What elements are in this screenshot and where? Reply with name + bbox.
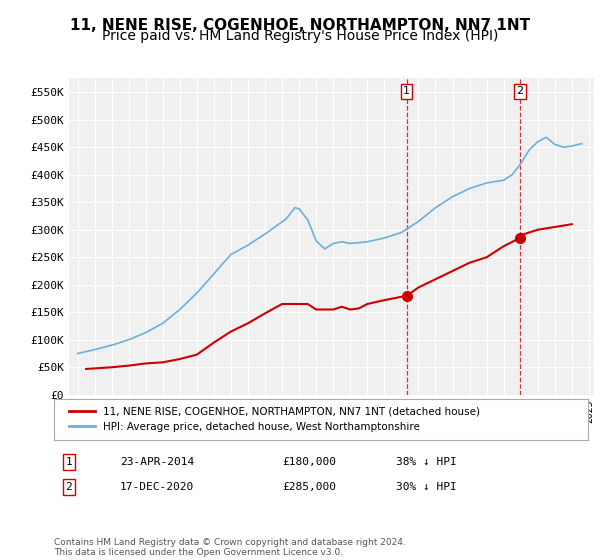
Text: £285,000: £285,000 [282, 482, 336, 492]
Text: Contains HM Land Registry data © Crown copyright and database right 2024.
This d: Contains HM Land Registry data © Crown c… [54, 538, 406, 557]
Text: 2: 2 [65, 482, 73, 492]
Legend: 11, NENE RISE, COGENHOE, NORTHAMPTON, NN7 1NT (detached house), HPI: Average pri: 11, NENE RISE, COGENHOE, NORTHAMPTON, NN… [65, 403, 484, 436]
Text: 38% ↓ HPI: 38% ↓ HPI [396, 457, 457, 467]
Text: £180,000: £180,000 [282, 457, 336, 467]
Text: 1: 1 [65, 457, 73, 467]
Text: 17-DEC-2020: 17-DEC-2020 [120, 482, 194, 492]
Text: 30% ↓ HPI: 30% ↓ HPI [396, 482, 457, 492]
Text: 23-APR-2014: 23-APR-2014 [120, 457, 194, 467]
Text: Price paid vs. HM Land Registry's House Price Index (HPI): Price paid vs. HM Land Registry's House … [102, 29, 498, 43]
Text: 11, NENE RISE, COGENHOE, NORTHAMPTON, NN7 1NT: 11, NENE RISE, COGENHOE, NORTHAMPTON, NN… [70, 18, 530, 33]
Text: 2: 2 [517, 86, 524, 96]
Text: 1: 1 [403, 86, 410, 96]
